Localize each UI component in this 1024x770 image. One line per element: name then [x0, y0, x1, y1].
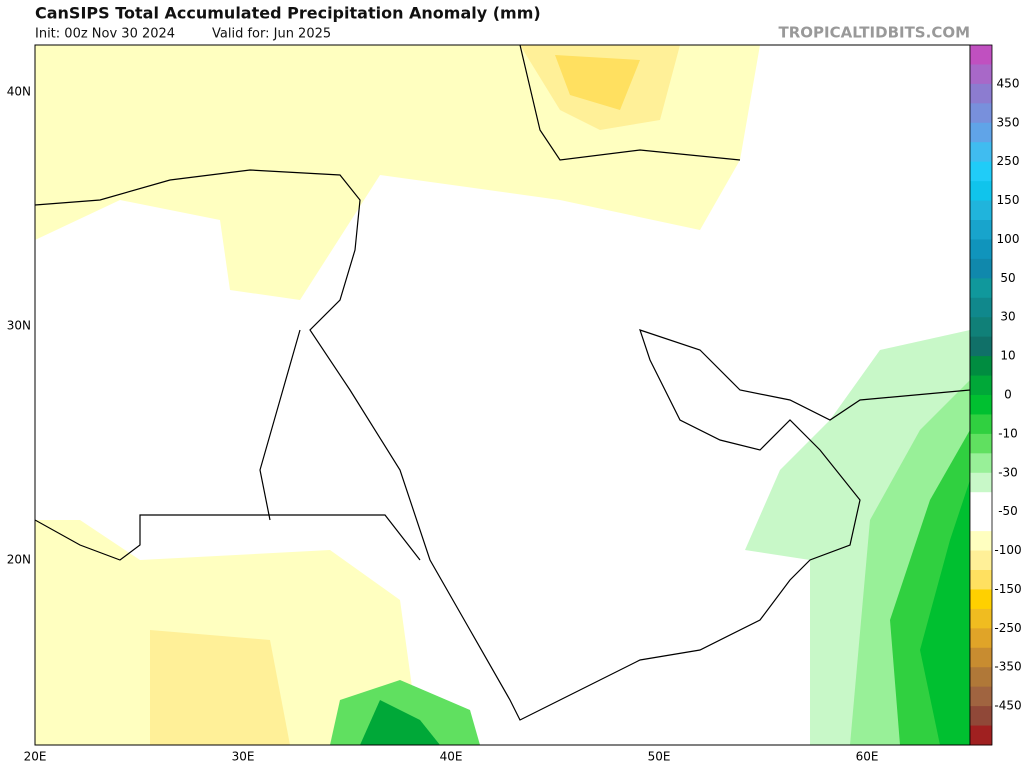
- colorbar-label: -250: [994, 621, 1021, 635]
- colorbar-label: 0: [1004, 388, 1012, 402]
- colorbar-swatch: [970, 375, 992, 396]
- colorbar-swatch: [970, 433, 992, 454]
- colorbar-label: 250: [997, 154, 1020, 168]
- colorbar-swatch: [970, 317, 992, 338]
- colorbar-swatch: [970, 550, 992, 571]
- init-time: Init: 00z Nov 30 2024: [35, 27, 175, 42]
- valid-time: Valid for: Jun 2025: [212, 27, 331, 42]
- lon-label: 30E: [232, 750, 255, 764]
- colorbar-swatch: [970, 142, 992, 163]
- lat-label: 40N: [7, 85, 31, 99]
- colorbar-swatch: [970, 395, 992, 415]
- colorbar-swatch: [970, 453, 992, 474]
- colorbar-swatch: [970, 356, 992, 377]
- colorbar-swatch: [970, 200, 992, 221]
- colorbar-label: 30: [1000, 310, 1015, 324]
- colorbar-swatch: [970, 239, 992, 260]
- lon-label: 50E: [648, 750, 671, 764]
- colorbar-swatch: [970, 589, 992, 610]
- colorbar-label: 350: [997, 115, 1020, 129]
- colorbar-swatch: [970, 336, 992, 357]
- colorbar-label: 450: [997, 76, 1020, 90]
- map: [34, 44, 971, 746]
- colorbar-swatch: [970, 628, 992, 649]
- colorbar-swatch: [970, 570, 992, 590]
- colorbar-label: -100: [994, 543, 1021, 557]
- title: CanSIPS Total Accumulated Precipitation …: [35, 4, 541, 23]
- colorbar-swatch: [970, 64, 992, 85]
- colorbar-swatch: [970, 531, 992, 552]
- colorbar-swatch: [970, 511, 992, 532]
- lon-label: 40E: [440, 750, 463, 764]
- colorbar-swatch: [970, 667, 992, 688]
- colorbar-label: -50: [998, 504, 1018, 518]
- colorbar-label: 10: [1000, 349, 1015, 363]
- colorbar-label: 150: [997, 193, 1020, 207]
- colorbar-swatch: [970, 706, 992, 727]
- colorbar-label: -10: [998, 426, 1018, 440]
- colorbar-swatch: [970, 414, 992, 435]
- colorbar-swatch: [970, 220, 992, 240]
- colorbar-swatch: [970, 181, 992, 202]
- colorbar-label: -450: [994, 699, 1021, 713]
- colorbar-frame: [969, 44, 993, 746]
- lon-label: 20E: [24, 750, 47, 764]
- colorbar-swatch: [970, 258, 992, 279]
- colorbar-label: -350: [994, 660, 1021, 674]
- colorbar-label: 100: [997, 232, 1020, 246]
- colorbar-swatch: [970, 161, 992, 182]
- lat-label: 20N: [7, 553, 31, 567]
- colorbar-swatch: [970, 45, 992, 65]
- colorbar-swatch: [970, 472, 992, 493]
- colorbar-swatch: [970, 83, 992, 104]
- colorbar-label: 50: [1000, 271, 1015, 285]
- colorbar-swatch: [970, 278, 992, 299]
- site-credit: TROPICALTIDBITS.COM: [779, 24, 971, 42]
- colorbar-label: -150: [994, 582, 1021, 596]
- lon-label: 60E: [856, 750, 879, 764]
- colorbar-swatch: [970, 608, 992, 629]
- colorbar-swatch: [970, 647, 992, 668]
- lat-label: 30N: [7, 319, 31, 333]
- colorbar-label: -30: [998, 465, 1018, 479]
- colorbar-swatch: [970, 492, 992, 513]
- colorbar-swatch: [970, 103, 992, 124]
- colorbar-swatch: [970, 297, 992, 318]
- colorbar-swatch: [970, 122, 992, 143]
- colorbar-swatch: [970, 725, 992, 746]
- colorbar-swatch: [970, 686, 992, 707]
